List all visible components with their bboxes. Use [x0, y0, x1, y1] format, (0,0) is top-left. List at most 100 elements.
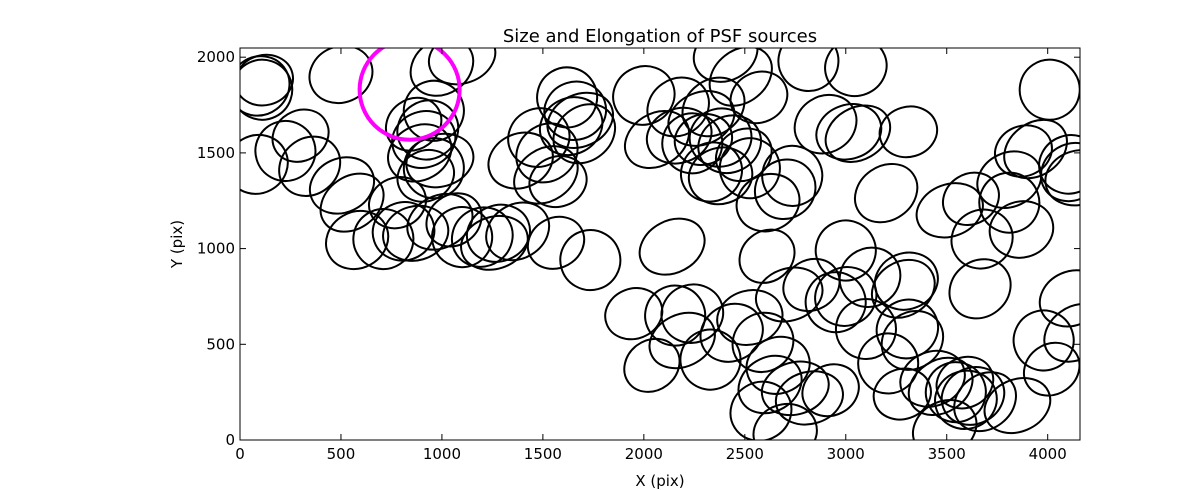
psf-source-ellipse [308, 48, 374, 105]
x-tick-label: 3500 [928, 445, 966, 463]
psf-source-ellipse [738, 228, 796, 284]
psf-source-ellipse [1022, 341, 1080, 397]
x-axis: 0 500 1000 1500 2000 2500 3000 3500 4000 [235, 48, 1067, 463]
psf-source-ellipse [935, 355, 995, 410]
psf-source-ellipse [254, 119, 317, 182]
psf-source-ellipse [384, 96, 443, 152]
psf-source-ellipse [774, 370, 844, 426]
psf-source-ellipse [623, 337, 681, 393]
x-tick-label: 0 [235, 445, 245, 463]
x-tick-label: 1500 [524, 445, 562, 463]
y-tick-label: 1500 [197, 144, 235, 162]
psf-source-ellipse [552, 103, 617, 165]
psf-source-ellipse [546, 91, 614, 149]
psf-source-ellipse [692, 48, 759, 83]
psf-source-ellipse [953, 371, 1017, 433]
psf-source-ellipse [834, 297, 897, 360]
psf-source-ellipse [983, 377, 1052, 435]
x-tick-label: 4000 [1029, 445, 1067, 463]
psf-source-ellipse [271, 108, 330, 163]
psf-source-ellipse [559, 229, 622, 292]
psf-source-ellipse [988, 200, 1055, 259]
psf-source-ellipse [638, 217, 706, 276]
psf-source-ellipse [526, 215, 586, 270]
x-tick-label: 1000 [423, 445, 461, 463]
psf-source-ellipse [737, 354, 803, 415]
psf-source-ellipse [1043, 302, 1080, 363]
psf-source-ellipse [427, 48, 497, 86]
psf-source-ellipse [824, 104, 892, 163]
psf-source-ellipse [824, 48, 888, 98]
psf-source-ellipse [513, 145, 579, 205]
psf-source-ellipse [402, 79, 465, 142]
psf-source-ellipse [853, 162, 919, 224]
psf-source-ellipse [729, 70, 789, 125]
psf-source-ellipse [857, 332, 920, 395]
psf-source-ellipse [604, 287, 664, 341]
psf-source-ellipse [308, 156, 375, 215]
plot-frame [239, 47, 1081, 441]
psf-source-ellipse [814, 219, 877, 282]
psf-source-ellipse [729, 380, 793, 440]
psf-source-ellipse [1003, 118, 1068, 180]
psf-source-ellipse [912, 398, 978, 440]
psf-source-ellipse [644, 284, 707, 347]
psf-source-ellipse [718, 137, 781, 200]
psf-source-ellipse [624, 110, 690, 169]
psf-source-ellipse [708, 48, 773, 107]
psf-source-ellipse [687, 146, 754, 206]
data-points-group [240, 48, 1080, 440]
psf-source-ellipse [319, 172, 385, 233]
x-axis-label: X (pix) [635, 472, 684, 490]
y-tick-label: 500 [206, 335, 235, 353]
psf-source-ellipse [528, 155, 588, 209]
psf-source-ellipse [405, 132, 475, 189]
psf-source-ellipse [391, 110, 457, 169]
psf-source-ellipse [838, 246, 902, 309]
psf-source-ellipse [1038, 269, 1080, 328]
psf-source-ellipse [387, 123, 453, 183]
psf-source-ellipse [382, 204, 450, 262]
psf-source-ellipse [409, 48, 475, 97]
psf-source-ellipse [801, 363, 860, 418]
psf-source-ellipse [745, 335, 811, 395]
psf-source-ellipse [661, 112, 724, 175]
psf-source-ellipse [872, 367, 932, 421]
psf-source-ellipse [680, 141, 743, 203]
psf-source-ellipse [278, 135, 342, 197]
psf-source-ellipse [761, 144, 824, 207]
psf-source-ellipse [1039, 141, 1080, 203]
psf-source-ellipse [371, 201, 436, 262]
psf-source-ellipse [978, 171, 1041, 234]
psf-source-ellipse [612, 65, 676, 126]
psf-source-ellipse [754, 266, 824, 323]
psf-source-ellipse [325, 209, 390, 271]
psf-source-ellipse [814, 266, 878, 327]
psf-source-ellipse [753, 158, 817, 221]
x-tick-label: 3000 [827, 445, 865, 463]
psf-source-ellipse [240, 55, 291, 117]
x-tick-label: 2500 [726, 445, 764, 463]
psf-source-ellipse [538, 96, 604, 157]
psf-source-ellipse [673, 113, 734, 166]
y-axis-label: Y (pix) [168, 220, 186, 269]
psf-source-ellipse [1018, 58, 1080, 121]
psf-source-ellipse [950, 208, 1014, 270]
x-tick-label: 500 [327, 445, 356, 463]
psf-source-ellipse [777, 48, 840, 93]
y-tick-label: 0 [225, 431, 235, 449]
psf-source-ellipse [948, 258, 1012, 320]
psf-source-ellipse [515, 122, 579, 184]
y-axis: 0 500 1000 1500 2000 [197, 48, 1080, 449]
psf-source-ellipse [735, 172, 801, 233]
psf-source-ellipse [924, 361, 987, 424]
psf-source-ellipse [648, 311, 716, 370]
psf-source-ellipse [942, 171, 1000, 227]
psf-source-ellipse [460, 214, 529, 271]
psf-source-ellipse [536, 66, 599, 129]
y-tick-label: 1000 [197, 240, 235, 258]
psf-source-ellipse [543, 80, 608, 141]
psf-source-ellipse [760, 360, 830, 417]
psf-source-ellipse [1044, 149, 1080, 207]
